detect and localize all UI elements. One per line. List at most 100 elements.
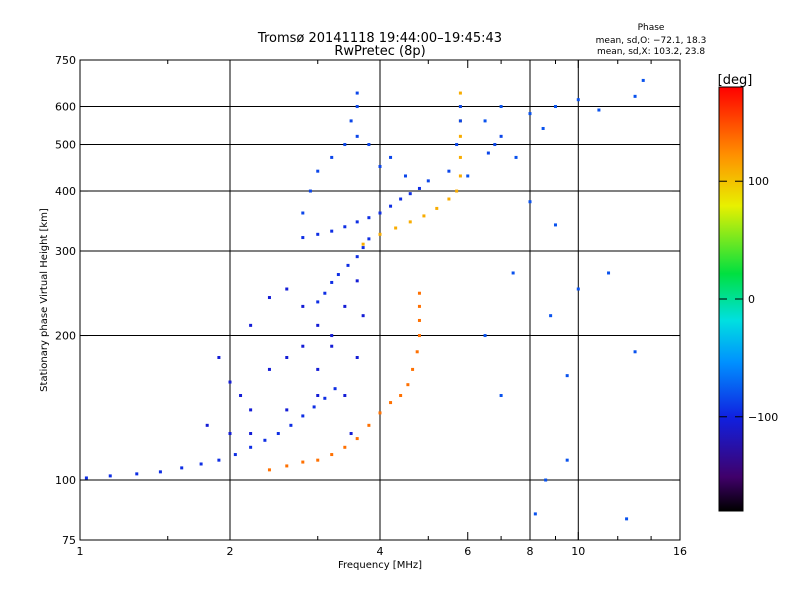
x-tick-label: 8 [527, 545, 534, 558]
y-tick-label: 300 [55, 245, 76, 258]
data-point [249, 432, 253, 436]
data-point [323, 291, 327, 295]
data-point [355, 437, 359, 441]
data-point [607, 271, 611, 275]
x-tick-label: 16 [673, 545, 687, 558]
data-point [336, 273, 340, 277]
data-point [330, 280, 334, 284]
data-point [263, 438, 267, 442]
data-point [458, 134, 462, 138]
data-point [308, 189, 312, 193]
colorbar-tick-label: 0 [748, 293, 755, 306]
data-point [301, 304, 305, 308]
data-point [355, 355, 359, 359]
data-point [458, 105, 462, 109]
data-point [499, 394, 503, 398]
data-point [316, 367, 320, 371]
data-point [499, 105, 503, 109]
data-point [233, 453, 237, 457]
y-axis-label: Stationary phase Virtual Height [km] [39, 208, 50, 392]
data-point [249, 323, 253, 327]
x-tick-label: 1 [77, 545, 84, 558]
data-point [301, 414, 305, 418]
data-point [422, 214, 426, 218]
data-point [158, 470, 162, 474]
data-point [389, 401, 393, 405]
data-point [528, 200, 532, 204]
data-point [415, 350, 419, 354]
data-point [285, 464, 289, 468]
data-point [633, 94, 637, 98]
data-point [361, 246, 365, 250]
data-point [312, 405, 316, 409]
data-point [367, 423, 371, 427]
data-point [403, 174, 407, 178]
data-point [285, 408, 289, 412]
data-point [549, 314, 553, 318]
data-point [408, 192, 412, 196]
data-point [180, 466, 184, 470]
data-point [330, 453, 334, 457]
data-point [417, 291, 421, 295]
data-point [493, 143, 497, 147]
data-point [316, 394, 320, 398]
trace-f1-spread-o-mode [205, 279, 365, 436]
data-point [389, 204, 393, 208]
data-point [217, 355, 221, 359]
data-point [447, 197, 451, 201]
data-point [367, 216, 371, 220]
data-point [199, 462, 203, 466]
data-point [349, 119, 353, 123]
data-point [343, 225, 347, 229]
data-point [458, 155, 462, 159]
y-axis-ticks: 75 100 200 300 400 500 600 750 [55, 54, 680, 547]
data-point [399, 197, 403, 201]
y-tick-label: 600 [55, 101, 76, 114]
data-point [544, 478, 548, 482]
data-point [267, 296, 271, 300]
data-point [406, 383, 410, 387]
y-tick-label: 100 [55, 474, 76, 487]
data-point [249, 445, 253, 449]
data-point [378, 211, 382, 215]
data-point [408, 220, 412, 224]
data-point [641, 78, 645, 82]
data-point [399, 394, 403, 398]
data-point [511, 271, 515, 275]
data-point [533, 512, 537, 516]
data-point [458, 119, 462, 123]
trace-f1-cusp-o-mode [316, 237, 371, 304]
data-point [316, 323, 320, 327]
data-point [343, 304, 347, 308]
x-axis-ticks: 1 2 4 6 8 10 16 [77, 60, 687, 558]
data-point [267, 367, 271, 371]
data-point [483, 119, 487, 123]
data-point [367, 143, 371, 147]
data-point [455, 189, 459, 193]
data-point [483, 334, 487, 338]
trace-e-x-mode [267, 291, 421, 472]
data-point [135, 472, 139, 476]
x-tick-label: 6 [464, 545, 471, 558]
x-tick-label: 2 [227, 545, 234, 558]
data-point [323, 396, 327, 400]
data-point [541, 126, 545, 130]
data-point [576, 287, 580, 291]
trace-f2-o-mode [301, 186, 421, 240]
data-point [417, 334, 421, 338]
data-point [411, 367, 415, 371]
data-point [417, 318, 421, 322]
data-point [343, 394, 347, 398]
data-point [249, 408, 253, 412]
data-point [378, 411, 382, 415]
data-point [355, 134, 359, 138]
grid [80, 60, 680, 540]
data-point [553, 223, 557, 227]
chart-title: Tromsø 20141118 19:44:00–19:45:43 [257, 31, 502, 46]
data-point [228, 432, 232, 436]
data-point [330, 344, 334, 348]
data-point [285, 287, 289, 291]
data-point [355, 91, 359, 95]
colorbar-label: [deg] [718, 73, 753, 88]
chart-subtitle: RwPretec (8p) [334, 44, 425, 59]
